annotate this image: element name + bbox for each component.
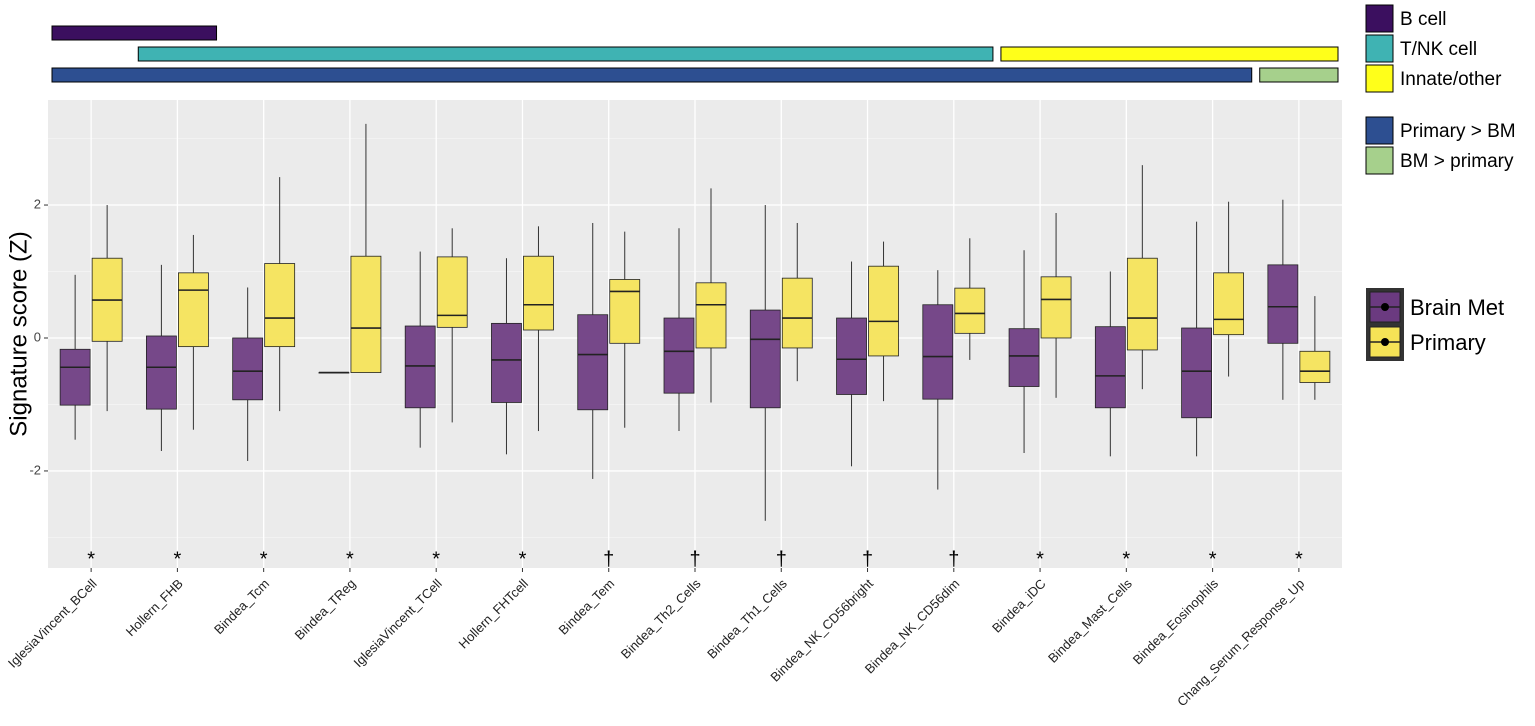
x-tick-label: Hollern_FHTcell bbox=[456, 576, 532, 652]
box bbox=[264, 263, 296, 348]
significance-marker: * bbox=[87, 548, 95, 570]
legend-label: Primary bbox=[1410, 330, 1486, 355]
legend-swatch bbox=[1365, 64, 1394, 93]
box bbox=[868, 265, 899, 357]
legend-swatch bbox=[1365, 116, 1394, 145]
significance-marker: * bbox=[260, 548, 268, 570]
legend-label: Brain Met bbox=[1410, 295, 1504, 320]
box bbox=[1094, 326, 1126, 409]
significance-marker: † bbox=[776, 548, 787, 570]
x-tick-label: Bindea_TReg bbox=[292, 576, 359, 643]
box bbox=[781, 277, 813, 349]
box bbox=[404, 325, 436, 409]
significance-marker: * bbox=[519, 548, 527, 570]
box bbox=[145, 335, 177, 410]
x-tick-label: IglesiaVincent_BCell bbox=[5, 576, 100, 671]
box bbox=[491, 322, 522, 403]
x-tick-label: Bindea_iDC bbox=[989, 576, 1049, 636]
box bbox=[436, 256, 468, 328]
y-tick-label: 0 bbox=[34, 329, 41, 344]
box bbox=[1299, 350, 1331, 383]
box bbox=[1213, 272, 1244, 336]
x-tick-label: Bindea_NK_CD56dim bbox=[862, 576, 963, 677]
box bbox=[232, 337, 264, 401]
y-axis-label: Signature score (Z) bbox=[5, 231, 32, 436]
x-tick-label: Bindea_Th1_Cells bbox=[704, 576, 790, 662]
significance-marker: † bbox=[948, 548, 959, 570]
box bbox=[523, 255, 554, 331]
box bbox=[1040, 276, 1072, 339]
box bbox=[1126, 257, 1158, 351]
box bbox=[350, 255, 382, 373]
box bbox=[59, 348, 91, 406]
category-bar bbox=[137, 46, 994, 62]
box bbox=[609, 279, 641, 344]
x-tick-label: Bindea_Th2_Cells bbox=[618, 576, 704, 662]
category-bar bbox=[1000, 46, 1339, 62]
significance-marker: * bbox=[346, 548, 354, 570]
x-tick-label: Bindea_Tcm bbox=[211, 576, 272, 637]
box bbox=[177, 272, 209, 348]
x-tick-label: Bindea_Eosinophils bbox=[1130, 576, 1222, 668]
x-tick-label: IglesiaVincent_TCell bbox=[351, 576, 445, 670]
legend-label: Primary > BM bbox=[1400, 121, 1516, 142]
category-bar bbox=[51, 25, 218, 41]
box bbox=[749, 309, 781, 409]
y-tick-label: 2 bbox=[34, 196, 41, 211]
category-bar bbox=[1259, 67, 1339, 83]
legend-label: B cell bbox=[1400, 9, 1446, 30]
legend-label: Innate/other bbox=[1400, 69, 1502, 90]
x-tick-label: Bindea_Mast_Cells bbox=[1045, 576, 1135, 666]
legend-key-point bbox=[1381, 303, 1389, 311]
x-tick-label: Hollern_FHB bbox=[123, 576, 186, 639]
significance-marker: * bbox=[1295, 548, 1303, 570]
x-tick-label: Bindea_Tem bbox=[556, 576, 618, 638]
legend-label: BM > primary bbox=[1400, 151, 1514, 172]
box bbox=[1008, 328, 1040, 387]
box bbox=[577, 314, 609, 411]
significance-marker: † bbox=[603, 548, 614, 570]
legend-swatch bbox=[1365, 4, 1394, 33]
significance-marker: † bbox=[689, 548, 700, 570]
category-bar bbox=[51, 67, 1253, 83]
significance-marker: * bbox=[1209, 548, 1217, 570]
significance-marker: * bbox=[174, 548, 182, 570]
y-tick-label: -2 bbox=[29, 462, 41, 477]
legend-swatch bbox=[1365, 146, 1394, 175]
significance-marker: † bbox=[862, 548, 873, 570]
significance-marker: * bbox=[1036, 548, 1044, 570]
box bbox=[922, 304, 954, 400]
box bbox=[695, 282, 727, 349]
box bbox=[1181, 327, 1212, 419]
legend-label: T/NK cell bbox=[1400, 39, 1477, 60]
box bbox=[954, 287, 986, 334]
significance-marker: * bbox=[432, 548, 440, 570]
legend-swatch bbox=[1365, 34, 1394, 63]
box bbox=[1267, 264, 1299, 344]
box bbox=[663, 317, 695, 394]
box bbox=[836, 317, 867, 395]
significance-marker: * bbox=[1122, 548, 1130, 570]
legend-key-point bbox=[1381, 338, 1389, 346]
